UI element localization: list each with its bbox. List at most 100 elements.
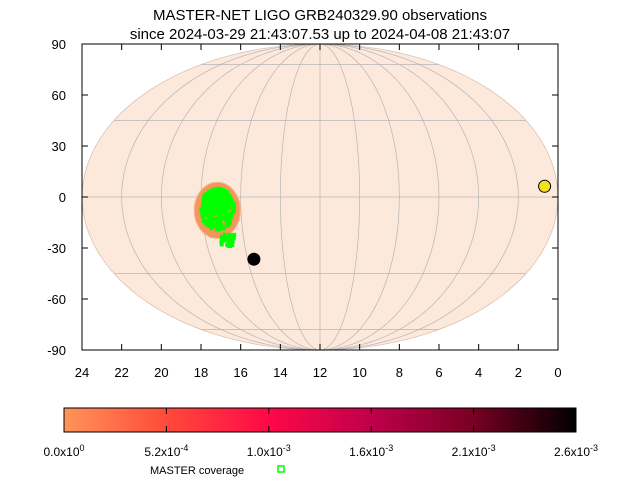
coverage-field: [204, 221, 208, 226]
coverage-field: [219, 236, 224, 240]
coverage-field: [226, 206, 231, 211]
coverage-field: [227, 201, 232, 206]
coverage-field: [209, 203, 214, 208]
coverage-field: [221, 238, 226, 243]
coverage-field: [215, 217, 220, 222]
coverage-field: [218, 215, 223, 220]
coverage-field: [213, 224, 218, 228]
coverage-field: [210, 211, 215, 216]
ra-tick-label: 14: [273, 365, 287, 380]
ra-tick-label: 12: [313, 365, 327, 380]
coverage-field: [226, 235, 231, 239]
coverage-field: [212, 187, 217, 192]
ra-tick-label: 4: [475, 365, 482, 380]
ra-tick-label: 10: [352, 365, 366, 380]
colorbar-tick-label: 1.0x10-3: [247, 443, 291, 459]
coverage-field: [228, 212, 232, 216]
coverage-field: [230, 207, 235, 212]
coverage-field: [204, 193, 209, 198]
ra-tick-label: 16: [233, 365, 247, 380]
coverage-field: [224, 223, 229, 228]
colorbar-tick-label: 2.6x10-3: [554, 443, 598, 459]
legend-label: MASTER coverage: [150, 465, 244, 477]
dec-tick-label: 90: [52, 37, 66, 52]
coverage-field: [231, 210, 236, 214]
coverage-field: [219, 242, 224, 247]
map-title-line-2: since 2024-03-29 21:43:07.53 up to 2024-…: [129, 26, 511, 43]
coverage-field: [228, 244, 233, 249]
coverage-field: [222, 232, 227, 237]
coverage-field: [205, 197, 210, 202]
ra-axis-ticks: 24 22 20 18 16 14 12 10 8 6 4 2 0: [75, 44, 562, 380]
dec-axis-ticks: 90 60 30 0 -30 -60 -90: [47, 37, 558, 358]
coverage-field: [223, 210, 228, 214]
map-title-line-1: MASTER-NET LIGO GRB240329.90 observation…: [152, 7, 488, 24]
coverage-field: [208, 221, 213, 226]
colorbar-ticks: 0.0x100 5.2x10-4 1.0x10-3 1.6x10-3 2.1x10-3 2…: [43, 408, 598, 459]
coverage-field: [216, 186, 221, 191]
coverage-field: [226, 240, 231, 245]
coverage-field: [221, 216, 226, 221]
colorbar-tick-label: 5.2x10-4: [144, 443, 188, 459]
sky-map-area: [81, 43, 559, 351]
coverage-field: [218, 222, 223, 227]
dec-tick-label: -30: [47, 241, 66, 256]
dec-tick-label: -60: [47, 292, 66, 307]
coverage-field: [227, 232, 232, 237]
coverage-field: [208, 192, 213, 197]
legend: MASTER coverage: [150, 465, 285, 477]
colorbar-tick-label: 0.0x100: [43, 443, 84, 459]
coverage-field: [224, 190, 229, 195]
coverage-field: [231, 235, 236, 240]
ra-tick-label: 22: [114, 365, 128, 380]
coverage-field: [221, 226, 226, 231]
dec-tick-label: 30: [52, 139, 66, 154]
coverage-field: [232, 232, 237, 237]
coordinate-grid: [82, 44, 558, 350]
coverage-field: [200, 203, 205, 207]
colorbar-tick-label: 2.1x10-3: [452, 443, 496, 459]
coverage-field: [219, 239, 224, 244]
coverage-field: [217, 199, 222, 204]
coverage-field: [200, 211, 205, 216]
coverage-field: [224, 195, 229, 200]
coverage-field: [226, 221, 231, 226]
coverage-field: [219, 194, 224, 199]
colorbar-tick-label: 1.6x10-3: [349, 443, 393, 459]
coverage-field: [215, 205, 220, 210]
coverage-field: [213, 209, 218, 214]
coverage-field: [225, 193, 230, 198]
coverage-field: [211, 201, 216, 206]
coverage-field: [210, 189, 215, 194]
coverage-field: [219, 189, 224, 193]
coverage-field: [217, 211, 222, 216]
coverage-field: [208, 196, 213, 201]
coverage-field: [216, 214, 221, 219]
coverage-field: [216, 195, 221, 200]
coverage-field: [232, 205, 237, 210]
coverage-field: [213, 195, 217, 200]
legend-swatch: [277, 465, 285, 473]
coverage-field: [230, 200, 234, 205]
ra-tick-label: 20: [154, 365, 168, 380]
coverage-patches: [199, 186, 237, 249]
coverage-field: [209, 226, 214, 231]
coverage-field: [199, 207, 204, 212]
coverage-field: [202, 210, 207, 215]
coverage-field: [214, 227, 219, 231]
coverage-field: [228, 214, 233, 219]
coverage-field: [202, 218, 206, 223]
ra-tick-label: 24: [75, 365, 89, 380]
ra-tick-label: 8: [396, 365, 403, 380]
dec-tick-label: -90: [47, 343, 66, 358]
coverage-field: [207, 215, 212, 220]
coverage-field: [230, 243, 235, 248]
colorbar-gradient: [63, 407, 577, 433]
coverage-field: [223, 212, 227, 217]
coverage-field: [226, 216, 231, 221]
coverage-field: [223, 193, 227, 198]
coverage-field: [203, 199, 208, 204]
coverage-field: [215, 189, 220, 194]
coverage-field: [209, 207, 214, 212]
